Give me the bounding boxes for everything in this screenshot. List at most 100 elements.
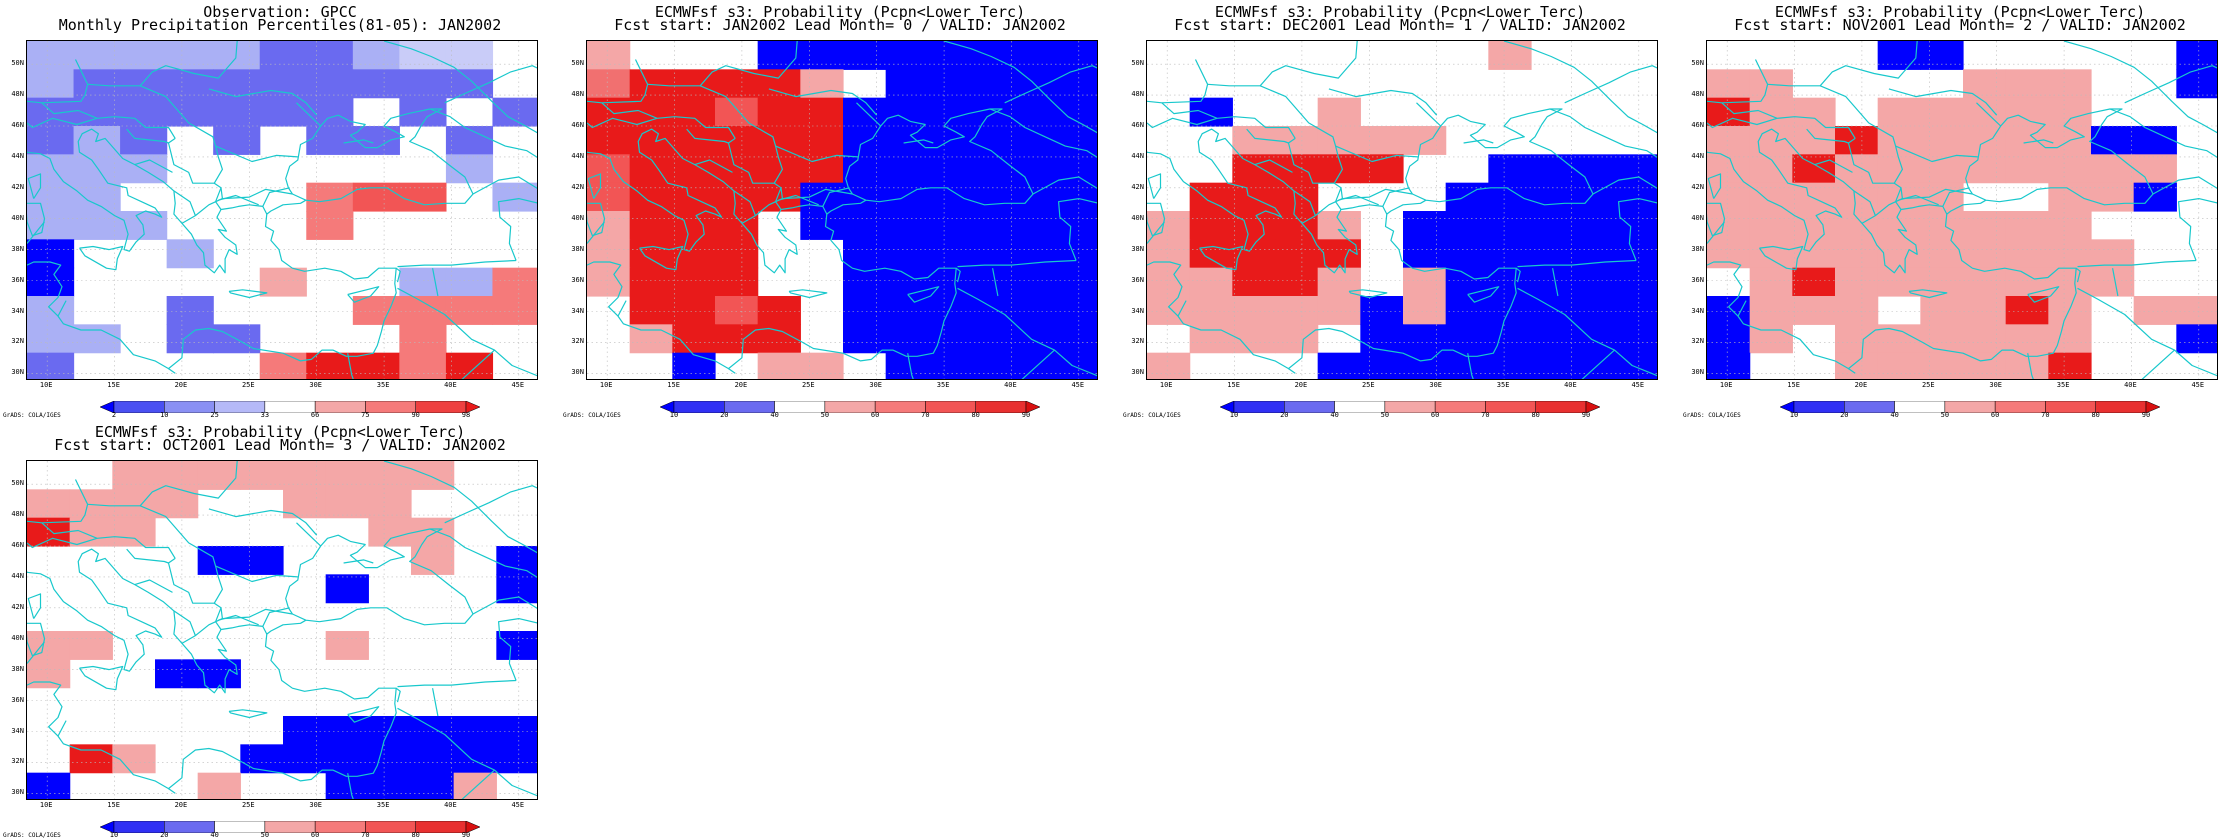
grid-cell: [1403, 267, 1447, 297]
coastline: [1592, 176, 1657, 195]
grid-cell: [259, 97, 307, 127]
grid-cell: [2005, 324, 2049, 354]
grid-cell: [1056, 69, 1097, 99]
grid-cell: [1707, 126, 1751, 155]
grid-cell: [1445, 296, 1489, 325]
coastline: [1463, 139, 1494, 144]
grid-cell: [1963, 267, 2007, 297]
coastline: [27, 214, 397, 370]
grid-cell: [1792, 182, 1836, 212]
grid-cell: [1792, 126, 1836, 155]
grid-cell: [1056, 211, 1097, 240]
grid-cell: [1189, 296, 1233, 325]
grid-cell: [1275, 324, 1319, 354]
coastline: [1564, 65, 1657, 104]
coastline: [79, 665, 124, 691]
coastline: [173, 190, 196, 224]
coastline: [498, 618, 537, 681]
grid-cell: [1445, 267, 1489, 297]
map-panel-lead2: ECMWFsf s3: Probability (Pcpn<Lower Terc…: [1680, 0, 2240, 420]
colorbar-label: 90: [461, 831, 471, 839]
lat-tick-label: 38N: [571, 244, 584, 253]
grid-cell: [1488, 154, 1532, 184]
colorbar-label: 2: [111, 411, 117, 419]
grid-cell: [1792, 267, 1836, 297]
grid-cell: [2005, 352, 2049, 379]
lon-tick-label: 25E: [241, 801, 255, 809]
grid-cell: [325, 489, 369, 519]
grid-cell: [1232, 211, 1276, 240]
grid-cell: [2176, 324, 2217, 354]
grid-cell: [1445, 182, 1489, 212]
grid-cell: [1403, 211, 1447, 240]
lon-tick-label: 10E: [1159, 381, 1173, 389]
coastline: [617, 300, 627, 317]
map-panel-lead0: ECMWFsf s3: Probability (Pcpn<Lower Terc…: [560, 0, 1120, 420]
lat-tick-label: 48N: [1131, 90, 1144, 99]
lat-tick-label: 44N: [11, 571, 24, 580]
grid-cell: [629, 182, 673, 212]
coastline: [27, 479, 89, 524]
grid-cell: [1531, 267, 1575, 297]
panel-title: ECMWFsf s3: Probability (Pcpn<Lower Terc…: [94, 423, 466, 441]
grid-cell: [1013, 41, 1057, 70]
coastline: [587, 117, 658, 129]
panel-subtitle: Fcst start: NOV2001 Lead Month= 2 / VALI…: [1734, 16, 2186, 34]
colorbar-label: 10: [1789, 411, 1799, 419]
grid-cell: [27, 489, 71, 519]
grid-cell: [352, 296, 400, 325]
lat-tick-label: 44N: [571, 151, 584, 160]
coastline: [1147, 108, 1594, 274]
grid-cell: [259, 267, 307, 297]
grid-cell: [27, 324, 75, 354]
lon-tick-label: 45E: [2191, 381, 2205, 389]
grid-cell: [843, 239, 887, 269]
grid-cell: [928, 352, 972, 379]
grid-cell: [259, 352, 307, 379]
grid-cell: [325, 716, 369, 745]
coastline: [1552, 268, 1559, 297]
grid-cell: [1835, 296, 1879, 325]
grid-cell: [715, 267, 759, 297]
coastline: [955, 267, 961, 283]
coastline: [168, 368, 176, 374]
panel-subtitle: Fcst start: DEC2001 Lead Month= 1 / VALI…: [1174, 16, 1626, 34]
grid-cell: [1573, 154, 1617, 184]
grid-cell: [885, 296, 929, 325]
grid-cell: [1488, 352, 1532, 379]
grid-cell: [2091, 182, 2135, 212]
colorbar-label: 40: [210, 831, 219, 839]
grid-cell: [1616, 324, 1657, 354]
grid-cell: [1877, 211, 1921, 240]
coastline: [694, 159, 733, 173]
lon-tick-label: 30E: [1429, 381, 1443, 389]
grid-cell: [1232, 296, 1276, 325]
coastline: [41, 102, 176, 139]
grid-cell: [120, 97, 168, 127]
grid-cell: [715, 126, 759, 155]
coastline: [168, 788, 176, 794]
grid-cell: [399, 69, 447, 99]
colorbar: [1219, 398, 1601, 414]
lat-tick-label: 42N: [571, 182, 584, 191]
coastline: [262, 607, 290, 627]
coastline: [383, 461, 537, 554]
grid-cell: [1573, 211, 1617, 240]
coastline: [1502, 378, 1504, 379]
grid-cell: [1749, 239, 1793, 269]
colorbar-label: 60: [870, 411, 880, 419]
grid-cell: [1749, 296, 1793, 325]
coastline: [2023, 139, 2054, 144]
grid-cell: [757, 69, 801, 99]
coastline: [27, 622, 46, 657]
colorbar-label: 70: [921, 411, 930, 419]
colorbar-segment: [2145, 400, 2161, 414]
grid-cell: [928, 182, 972, 212]
lon-tick-label: 15E: [107, 801, 120, 809]
coastline: [27, 634, 397, 790]
coastline: [1147, 214, 1517, 370]
grid-cell: [325, 574, 369, 604]
lon-tick-label: 15E: [1787, 381, 1800, 389]
colorbar: [1779, 398, 2161, 414]
precip-map: [1706, 40, 2218, 380]
